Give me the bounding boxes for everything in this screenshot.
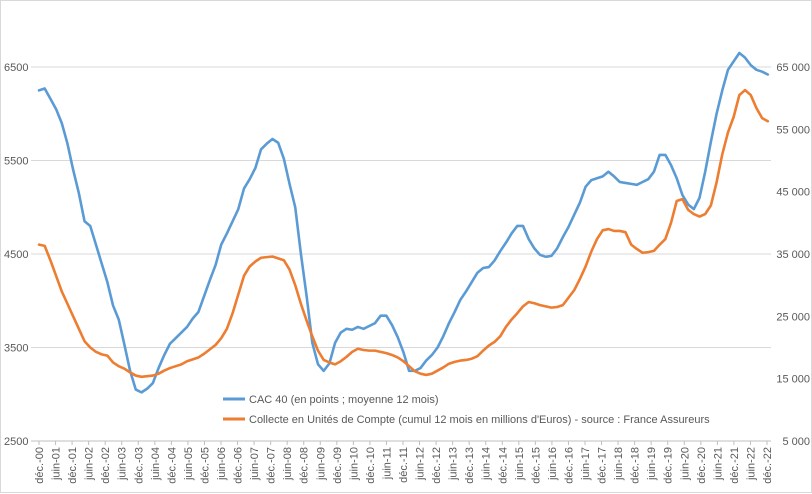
y-right-tick-label: 45 000 — [776, 187, 810, 199]
y-left-tick-label: 2500 — [4, 436, 28, 448]
x-tick-label: juin-18 — [613, 447, 625, 481]
x-tick-label: juin-05 — [183, 447, 195, 481]
x-tick-label: juin-20 — [679, 447, 691, 481]
x-tick-label: déc.-13 — [464, 447, 476, 484]
x-tick-label: déc.-22 — [762, 447, 774, 484]
x-tick-label: déc.-10 — [365, 447, 377, 484]
x-tick-label: juin-21 — [712, 447, 724, 481]
x-tick-label: déc.-20 — [696, 447, 708, 484]
x-tick-label: déc.-17 — [597, 447, 609, 484]
x-tick-label: déc.-12 — [431, 447, 443, 484]
x-axis: déc.-00 juin-01 déc.-01 juin-02 déc.-02 juin-… — [34, 441, 774, 484]
series-line-cac40 — [37, 51, 770, 394]
x-tick-label: déc.-16 — [563, 447, 575, 484]
x-tick-label: déc.-09 — [332, 447, 344, 484]
y-left-tick-label: 3500 — [4, 343, 28, 355]
x-tick-label: juin-04 — [150, 447, 162, 481]
x-tick-label: déc.-07 — [266, 447, 278, 484]
x-tick-label: juin-12 — [415, 447, 427, 481]
x-tick-label: juin-14 — [481, 447, 493, 481]
x-tick-label: juin-02 — [84, 447, 96, 481]
x-tick-label: déc.-00 — [34, 447, 46, 484]
y-right-tick-label: 55 000 — [776, 124, 810, 136]
legend: CAC 40 (en points ; moyenne 12 mois) Col… — [223, 394, 710, 426]
x-tick-label: juin-17 — [580, 447, 592, 481]
right-y-axis: 5 000 15 000 25 000 35 000 45 000 55 000 65 00… — [776, 62, 810, 448]
series-lines — [37, 51, 770, 394]
x-tick-label: déc.-21 — [729, 447, 741, 484]
x-tick-label: juin-08 — [282, 447, 294, 481]
x-tick-label: juin-11 — [381, 447, 393, 480]
x-tick-label: juin-22 — [745, 447, 757, 481]
x-tick-label: juin-15 — [514, 447, 526, 481]
x-tick-label: juin-07 — [249, 447, 261, 481]
x-tick-label: déc.-03 — [133, 447, 145, 484]
x-tick-label: juin-03 — [117, 447, 129, 481]
x-tick-label: déc.-11 — [398, 447, 410, 483]
x-tick-label: juin-06 — [216, 447, 228, 481]
x-tick-label: déc.-15 — [530, 447, 542, 484]
x-tick-label: déc.-04 — [166, 447, 178, 484]
y-right-tick-label: 35 000 — [776, 249, 810, 261]
x-tick-label: juin-13 — [448, 447, 460, 481]
left-y-axis: 2500 3500 4500 5500 6500 — [4, 62, 28, 448]
legend-label-collecte-uc: Collecte en Unités de Compte (cumul 12 m… — [249, 414, 710, 426]
y-left-tick-label: 6500 — [4, 62, 28, 74]
x-tick-label: juin-16 — [547, 447, 559, 481]
x-tick-label: déc.-18 — [630, 447, 642, 484]
y-right-tick-label: 5 000 — [782, 436, 810, 448]
x-tick-label: déc.-19 — [663, 447, 675, 484]
x-tick-label: déc.-14 — [497, 447, 509, 484]
x-tick-label: déc.-05 — [199, 447, 211, 484]
x-tick-label: déc.-08 — [299, 447, 311, 484]
y-left-tick-label: 4500 — [4, 249, 28, 261]
gridlines — [31, 66, 771, 442]
y-right-tick-label: 25 000 — [776, 311, 810, 323]
x-tick-label: juin-09 — [315, 447, 327, 481]
y-left-tick-label: 5500 — [4, 156, 28, 168]
x-tick-label: juin-01 — [51, 447, 63, 481]
x-tick-label: déc.-01 — [67, 447, 79, 484]
x-tick-label: juin-19 — [646, 447, 658, 481]
series-line-collecte-uc — [37, 88, 770, 379]
legend-label-cac40: CAC 40 (en points ; moyenne 12 mois) — [249, 394, 439, 406]
y-right-tick-label: 15 000 — [776, 374, 810, 386]
y-right-tick-label: 65 000 — [776, 62, 810, 74]
x-tick-label: déc.-06 — [233, 447, 245, 484]
x-tick-label: déc.-02 — [100, 447, 112, 484]
x-tick-label: juin-10 — [348, 447, 360, 481]
